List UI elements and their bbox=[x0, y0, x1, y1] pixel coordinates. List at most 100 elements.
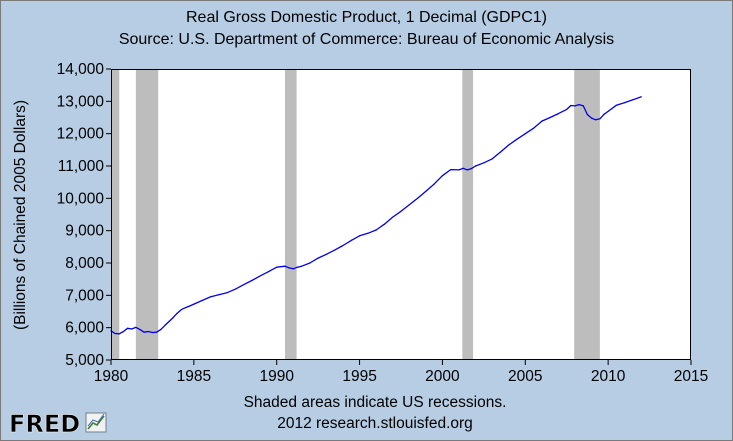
data-point bbox=[462, 167, 464, 169]
data-point bbox=[532, 127, 535, 129]
data-point bbox=[470, 167, 473, 170]
data-point bbox=[267, 271, 270, 273]
data-point bbox=[570, 104, 572, 107]
fred-logo-text: FRED bbox=[9, 410, 80, 438]
x-tick-label: 2005 bbox=[508, 368, 542, 385]
data-point bbox=[193, 303, 195, 305]
recession-band bbox=[285, 69, 297, 360]
data-point bbox=[499, 151, 502, 153]
data-point bbox=[155, 331, 158, 333]
recession-band bbox=[135, 69, 159, 360]
data-point bbox=[135, 326, 137, 328]
data-point bbox=[549, 116, 551, 119]
data-point bbox=[375, 229, 377, 231]
recession-band bbox=[574, 69, 600, 360]
source-credit: 2012 research.stlouisfed.org bbox=[277, 415, 473, 432]
data-point bbox=[450, 168, 452, 171]
data-point bbox=[189, 305, 191, 307]
data-point bbox=[131, 328, 133, 330]
plot-area bbox=[111, 69, 691, 360]
data-point bbox=[226, 292, 228, 294]
data-point bbox=[590, 117, 593, 119]
y-tick-label: 9,000 bbox=[65, 223, 104, 240]
data-point bbox=[288, 267, 290, 269]
data-point bbox=[209, 296, 212, 298]
y-tick-label: 10,000 bbox=[57, 190, 105, 207]
data-point bbox=[632, 99, 634, 101]
data-point bbox=[126, 327, 129, 329]
data-point bbox=[180, 308, 183, 311]
y-tick-label: 6,000 bbox=[65, 320, 104, 337]
data-point bbox=[416, 197, 419, 199]
y-tick-label: 12,000 bbox=[57, 126, 105, 143]
y-tick-label: 13,000 bbox=[57, 93, 105, 110]
recession-band bbox=[111, 69, 120, 360]
data-point bbox=[172, 317, 174, 319]
x-tick-label: 2000 bbox=[425, 368, 460, 385]
data-point bbox=[334, 249, 336, 251]
x-tick-label: 2015 bbox=[674, 368, 708, 385]
data-point bbox=[441, 175, 444, 177]
data-point bbox=[118, 333, 120, 335]
data-point bbox=[615, 104, 618, 106]
series-line-gdpc1 bbox=[110, 96, 642, 335]
data-point bbox=[168, 320, 170, 323]
data-point bbox=[508, 144, 510, 146]
data-point bbox=[516, 138, 518, 140]
data-point bbox=[595, 119, 597, 121]
fred-logo-graph-icon bbox=[85, 412, 107, 433]
y-tick-label: 7,000 bbox=[65, 287, 104, 304]
data-point bbox=[433, 183, 435, 185]
data-point bbox=[383, 223, 386, 225]
data-point bbox=[317, 257, 319, 259]
data-point bbox=[586, 113, 589, 116]
x-tick-label: 1995 bbox=[342, 368, 376, 385]
data-point bbox=[143, 331, 145, 333]
data-point bbox=[392, 216, 394, 218]
data-point bbox=[491, 158, 493, 160]
data-point bbox=[176, 312, 178, 314]
recession-shading bbox=[111, 69, 600, 360]
data-point bbox=[234, 288, 236, 290]
y-axis: 5,000 6,000 7,000 8,000 9,000 10,000 11,000 12,… bbox=[57, 61, 111, 369]
data-point bbox=[342, 244, 344, 247]
data-point bbox=[582, 105, 584, 107]
data-point bbox=[358, 235, 361, 237]
data-point bbox=[259, 275, 261, 277]
data-point bbox=[350, 239, 352, 241]
y-tick-label: 5,000 bbox=[65, 352, 104, 369]
data-point bbox=[557, 113, 560, 115]
data-point bbox=[201, 299, 203, 302]
data-point bbox=[139, 329, 141, 331]
data-point bbox=[292, 268, 294, 270]
data-point bbox=[218, 294, 220, 296]
series-layer bbox=[110, 96, 642, 335]
y-tick-label: 14,000 bbox=[57, 61, 105, 78]
data-point bbox=[164, 324, 166, 327]
data-point bbox=[624, 102, 626, 104]
x-tick-label: 1985 bbox=[177, 368, 211, 385]
plot-border bbox=[111, 69, 691, 360]
data-point bbox=[325, 253, 328, 255]
data-point bbox=[296, 266, 299, 268]
fred-logo[interactable]: FRED bbox=[9, 410, 107, 438]
data-point bbox=[607, 110, 609, 112]
data-point bbox=[524, 133, 526, 135]
chart-subtitle: Source: U.S. Department of Commerce: Bur… bbox=[119, 31, 614, 48]
data-point bbox=[640, 96, 642, 98]
data-point bbox=[425, 190, 427, 192]
recession-band bbox=[462, 69, 474, 360]
data-point bbox=[114, 332, 116, 335]
data-point bbox=[151, 331, 154, 334]
data-point bbox=[483, 162, 485, 164]
data-point bbox=[276, 266, 278, 268]
recession-note: Shaded areas indicate US recessions. bbox=[244, 394, 507, 411]
data-point bbox=[541, 120, 543, 122]
y-tick-label: 8,000 bbox=[65, 255, 104, 272]
x-axis: 1980 1985 1990 1995 2000 2005 2010 2015 bbox=[94, 360, 708, 385]
data-point bbox=[408, 204, 410, 206]
x-tick-label: 2010 bbox=[591, 368, 626, 385]
data-point bbox=[603, 113, 605, 115]
